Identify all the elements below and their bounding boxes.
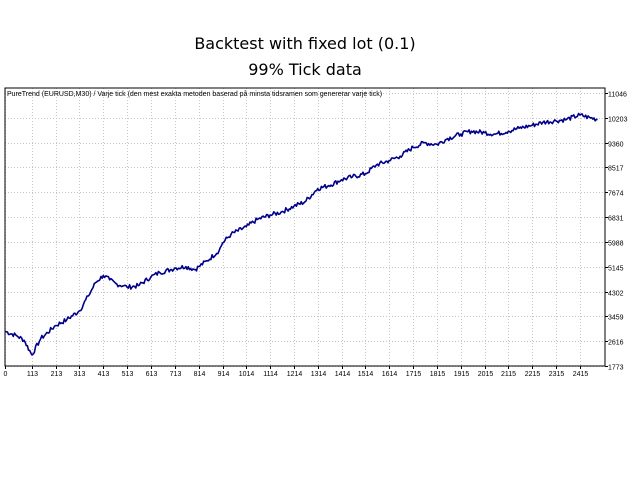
x-tick-label: 1915: [454, 371, 470, 378]
x-tick-label: 513: [122, 371, 134, 378]
x-tick-label: 914: [218, 371, 230, 378]
x-tick-label: 613: [146, 371, 158, 378]
x-tick-label: 2015: [478, 371, 494, 378]
y-tick-label: 6831: [608, 216, 624, 223]
series-line-equity: [4, 112, 598, 356]
x-tick-label: 1314: [311, 371, 327, 378]
x-tick-label: 2115: [501, 371, 516, 378]
x-tick-label: 1715: [406, 371, 422, 378]
x-tick-label: 1214: [287, 371, 303, 378]
grid-lines: [5, 88, 605, 367]
x-tick-label: 1014: [239, 371, 255, 378]
y-tick-label: 10203: [608, 117, 628, 124]
x-tick-label: 1114: [263, 371, 278, 378]
x-axis-labels: 0 113 213 313 413 513 613 713 814 914 1014 1114 1214…: [4, 371, 589, 378]
x-tick-label: 213: [51, 371, 63, 378]
x-tick-label: 814: [194, 371, 206, 378]
chart-title: Backtest with fixed lot (0.1): [194, 34, 416, 53]
x-tick-label: 413: [98, 371, 110, 378]
y-tick-label: 4302: [608, 291, 624, 298]
y-tick-label: 5988: [608, 241, 624, 248]
y-tick-label: 1773: [608, 365, 624, 372]
y-tick-label: 9360: [608, 142, 624, 149]
x-tick-label: 1815: [430, 371, 446, 378]
chart-caption: PureTrend (EURUSD,M30) / Varje tick (den…: [7, 90, 382, 98]
y-tick-label: 11046: [608, 92, 627, 99]
chart-subtitle: 99% Tick data: [248, 60, 362, 79]
y-tick-label: 3459: [608, 315, 624, 322]
y-axis-labels: 1773 2616 3459 4302 5145 5988 6831 7674 8517 9360…: [608, 92, 628, 372]
y-tick-label: 5145: [608, 266, 624, 273]
y-tick-label: 2616: [608, 340, 624, 347]
axis-ticks: [5, 93, 608, 369]
x-tick-label: 0: [4, 371, 8, 378]
x-tick-label: 1614: [382, 371, 398, 378]
x-tick-label: 2215: [525, 371, 541, 378]
x-tick-label: 2415: [573, 371, 589, 378]
x-tick-label: 2315: [549, 371, 565, 378]
x-tick-label: 113: [27, 371, 38, 378]
y-tick-label: 7674: [608, 191, 624, 198]
y-tick-label: 8517: [608, 166, 624, 173]
x-tick-label: 1414: [335, 371, 351, 378]
x-tick-label: 1514: [358, 371, 374, 378]
plot-frame: [4, 87, 606, 367]
x-tick-label: 313: [74, 371, 86, 378]
x-tick-label: 713: [170, 371, 182, 378]
